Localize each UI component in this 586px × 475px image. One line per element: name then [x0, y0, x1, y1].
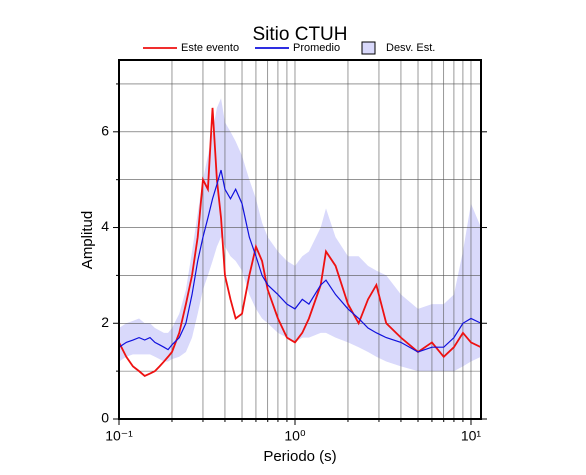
data-line: [119, 107, 481, 377]
y-tick-label: 6: [101, 123, 109, 139]
legend-label: Promedio: [293, 42, 340, 54]
legend-label: Este evento: [181, 42, 239, 54]
plot-frame: [118, 59, 482, 420]
data-line: [119, 169, 481, 353]
x-axis-label: Periodo (s): [263, 448, 336, 465]
x-tick-label: 10⁰: [284, 428, 306, 444]
y-tick-label: 0: [101, 410, 109, 426]
chart-title: Sitio CTUH: [252, 24, 347, 45]
y-axis-label: Amplitud: [79, 211, 96, 269]
y-tick-label: 2: [101, 314, 109, 330]
plot-area: [119, 60, 481, 419]
x-tick-label: 10⁻¹: [105, 428, 133, 444]
x-tick-label: 10¹: [461, 428, 482, 444]
legend: Este evento Promedio Desv. Est.: [143, 41, 435, 55]
y-tick-label: 4: [101, 218, 109, 234]
legend-label: Desv. Est.: [386, 42, 435, 54]
std-band: [119, 98, 481, 372]
legend-swatch: [361, 41, 376, 55]
